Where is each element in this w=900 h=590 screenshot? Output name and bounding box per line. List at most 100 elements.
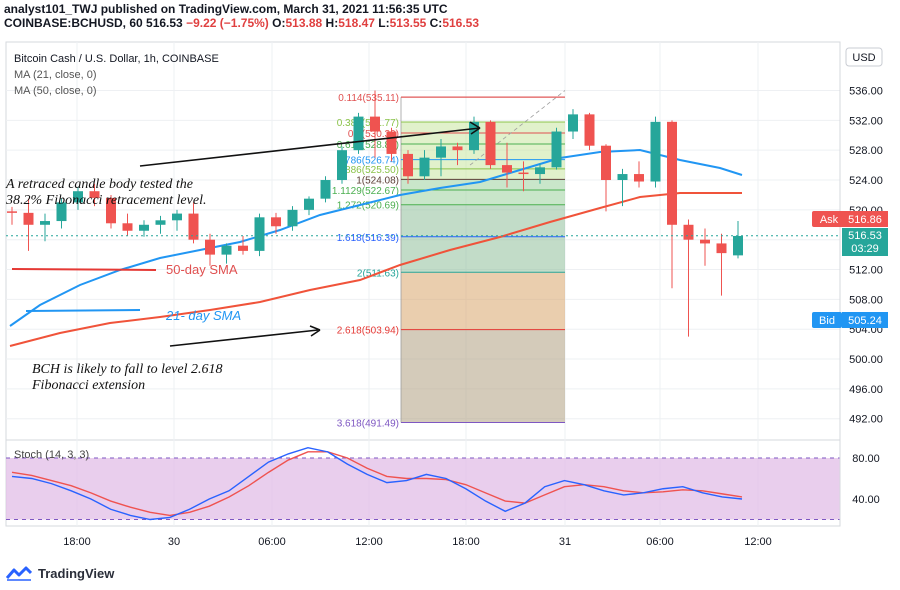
fib-level-label: 1.618(516.39): [337, 233, 399, 244]
close-label: C:: [429, 16, 443, 30]
candle-body: [320, 180, 331, 199]
price-change: −9.22 (−1.75%): [186, 16, 269, 30]
candle-body: [634, 174, 644, 182]
low-label: L:: [378, 16, 390, 30]
candle-body: [188, 213, 199, 240]
candle-body: [485, 121, 496, 166]
legend-title: Bitcoin Cash / U.S. Dollar, 1h, COINBASE: [14, 53, 219, 65]
price-tick-label: 524.00: [849, 175, 883, 187]
fib-level-label: 0.5(530.30): [348, 129, 399, 140]
candle-body: [535, 167, 545, 175]
high-label: H:: [325, 16, 339, 30]
candle-body: [568, 114, 578, 132]
stoch-label: Stoch (14, 3, 3): [14, 449, 89, 461]
candle-body: [271, 217, 281, 227]
ma50-line: [9, 192, 742, 347]
chart-legend: Bitcoin Cash / U.S. Dollar, 1h, COINBASE…: [14, 47, 883, 97]
arrow-extension-line: [169, 329, 319, 347]
candle-body: [221, 245, 232, 255]
candle-body: [337, 150, 347, 181]
time-tick-label: 30: [168, 536, 180, 548]
bid-price: 505.24: [848, 315, 882, 327]
ask-label: Ask: [820, 214, 839, 226]
fib-trend-line: [469, 90, 566, 166]
time-tick-label: 18:00: [452, 536, 480, 548]
legend-ma21: MA (21, close, 0): [14, 69, 97, 81]
open-value: 513.88: [285, 16, 323, 30]
tradingview-footer[interactable]: TradingView: [6, 565, 114, 581]
candle-body: [452, 146, 463, 151]
candle-body: [584, 114, 595, 146]
candle-body: [254, 217, 265, 251]
candle-body: [650, 121, 661, 182]
annotation-retraced: A retraced candle body tested the: [5, 177, 193, 192]
candle-body: [386, 131, 397, 154]
candle-body: [353, 116, 364, 151]
candle-body: [122, 223, 133, 231]
annotation-retraced: 38.2% Fibonacci retracement level.: [5, 193, 206, 208]
sma21-marker: [25, 309, 141, 312]
fib-level-label: 1.1129(522.67): [332, 186, 399, 197]
arrow-extension-head: [309, 325, 321, 337]
annotation-sma50: 50-day SMA: [166, 262, 238, 277]
fib-zone-green: [401, 204, 565, 273]
candle-body: [667, 121, 677, 225]
stoch-axis-label: 80.00: [852, 453, 880, 465]
open-label: O:: [272, 16, 286, 30]
fib-zone-orange: [401, 272, 565, 330]
arrow-retraced-line: [139, 127, 481, 167]
price-tick-label: 512.00: [849, 265, 883, 277]
legend-ma50: MA (50, close, 0): [14, 85, 97, 97]
chart-header: analyst101_TWJ published on TradingView.…: [4, 2, 479, 30]
candle-body: [370, 116, 380, 132]
time-tick-label: 18:00: [63, 536, 91, 548]
last-price-box: [842, 228, 888, 256]
candle-body: [502, 165, 512, 173]
candle-body: [40, 221, 50, 225]
candle-body: [304, 198, 314, 210]
fib-level-label: 0.618(528.83): [337, 140, 399, 151]
time-tick-label: 12:00: [355, 536, 383, 548]
stoch-d-line: [11, 451, 743, 517]
price-tick-label: 528.00: [849, 145, 883, 157]
candle-body: [89, 191, 100, 198]
candle-body: [7, 211, 17, 213]
candle-body: [601, 145, 611, 181]
sma50-marker: [11, 268, 157, 271]
close-value: 516.53: [442, 16, 480, 30]
fib-level-label: 3.618(491.49): [337, 419, 399, 430]
time-axis[interactable]: 18:00 30 06:00 12:00 18:00 31 06:00 12:00: [63, 536, 772, 548]
bid-price-box: [842, 312, 888, 328]
candle-body: [403, 153, 413, 177]
price-tick-label: 500.00: [849, 354, 883, 366]
candle-body: [683, 224, 694, 240]
tradingview-brand: TradingView: [38, 565, 115, 581]
bid-label-box: [812, 312, 842, 328]
price-tick-label: 532.00: [849, 115, 883, 127]
candle-body: [469, 121, 479, 151]
fib-zone-lower: [401, 329, 565, 423]
stoch-k-line: [11, 447, 743, 521]
fib-level-label: 0.786(526.74): [337, 156, 399, 167]
fib-level-label: 1.272(520.69): [337, 201, 399, 212]
fib-tool: 0.114(535.11) 0.382(531.77)0.5(530.30)0.6…: [332, 90, 566, 430]
stochastic-oscillator: Stoch (14, 3, 3) 80.00 40.00: [6, 447, 880, 521]
time-tick-label: 06:00: [646, 536, 674, 548]
ask-label-box: [812, 211, 846, 227]
candle-body: [716, 243, 727, 254]
candle-body: [436, 146, 446, 158]
time-tick-label: 31: [559, 536, 571, 548]
symbol-label: COINBASE:BCHUSD, 60: [4, 16, 143, 30]
chart-canvas[interactable]: 0.114(535.11) 0.382(531.77)0.5(530.30)0.6…: [0, 0, 900, 560]
candle-body: [23, 212, 34, 225]
currency-button[interactable]: [845, 47, 883, 67]
candle-body: [205, 239, 215, 255]
candle-body: [518, 172, 529, 175]
ask-price-box: [842, 211, 888, 227]
fib-zone-mid: [401, 179, 565, 205]
fib-level-label: 0.886(525.50): [337, 165, 399, 176]
candle-body: [139, 224, 149, 231]
stoch-band: [6, 458, 840, 520]
time-tick-label: 12:00: [744, 536, 772, 548]
